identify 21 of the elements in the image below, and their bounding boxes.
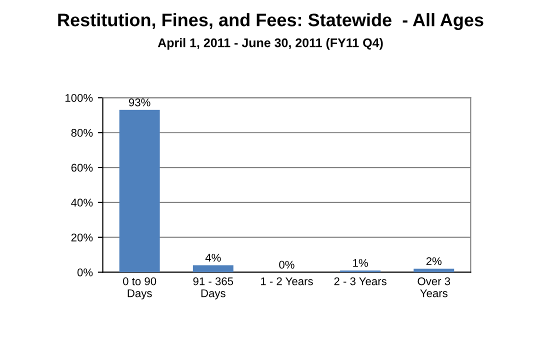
y-tick-label: 100% bbox=[66, 94, 93, 102]
data-label: 0% bbox=[279, 260, 294, 269]
data-label: 2% bbox=[426, 257, 442, 266]
bar bbox=[119, 110, 160, 272]
chart-title: Restitution, Fines, and Fees: Statewide - All Ages bbox=[58, 13, 484, 30]
x-tick-label: Over 3 Years bbox=[418, 277, 450, 298]
y-tick-label: 60% bbox=[71, 164, 93, 172]
x-tick-label: 91 - 365 Days bbox=[193, 277, 234, 300]
x-tick-label: 0 to 90 Days bbox=[123, 277, 156, 300]
y-tick-label: 0% bbox=[77, 268, 93, 276]
data-label: 1% bbox=[353, 259, 368, 267]
y-tick-label: 40% bbox=[71, 198, 93, 207]
bar bbox=[414, 268, 454, 272]
chart-subtitle: April 1, 2011 - June 30, 2011 (FY11 Q4) bbox=[158, 38, 383, 50]
bar bbox=[192, 265, 234, 272]
x-tick-label: 1 - 2 Years bbox=[261, 277, 313, 286]
y-tick-label: 20% bbox=[71, 234, 93, 242]
x-tick-label: 2 - 3 Years bbox=[334, 277, 386, 286]
data-label: 93% bbox=[128, 98, 150, 106]
data-label: 4% bbox=[205, 254, 221, 262]
y-tick-label: 80% bbox=[71, 128, 93, 137]
